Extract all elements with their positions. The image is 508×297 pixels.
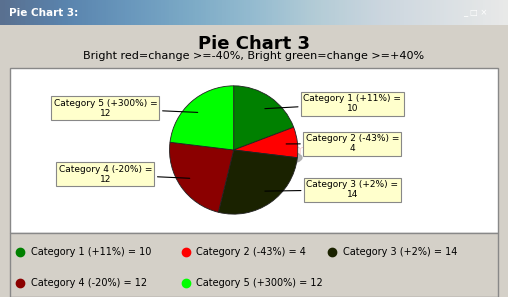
Text: Category 3 (+2%) = 14: Category 3 (+2%) = 14: [343, 247, 457, 257]
Text: Category 5 (+300%) = 12: Category 5 (+300%) = 12: [197, 278, 323, 288]
FancyBboxPatch shape: [10, 233, 498, 297]
Ellipse shape: [171, 146, 302, 170]
Text: Pie Chart 3: Pie Chart 3: [198, 35, 310, 53]
Wedge shape: [234, 86, 294, 150]
FancyBboxPatch shape: [10, 68, 498, 233]
Wedge shape: [170, 142, 234, 212]
Text: Category 3 (+2%) =
14: Category 3 (+2%) = 14: [265, 180, 398, 200]
Wedge shape: [234, 127, 298, 158]
Text: Category 2 (-43%) = 4: Category 2 (-43%) = 4: [197, 247, 306, 257]
Text: Pie Chart 3:: Pie Chart 3:: [9, 8, 78, 18]
Text: www.java2s.com: www.java2s.com: [202, 144, 306, 157]
Text: Category 4 (-20%) =
12: Category 4 (-20%) = 12: [59, 165, 189, 184]
Text: Category 5 (+300%) =
12: Category 5 (+300%) = 12: [53, 99, 198, 118]
Text: Category 4 (-20%) = 12: Category 4 (-20%) = 12: [30, 278, 147, 288]
Text: Category 1 (+11%) =
10: Category 1 (+11%) = 10: [265, 94, 401, 113]
Text: _ □ ×: _ □ ×: [463, 8, 488, 17]
Text: Bright red=change >=-40%, Bright green=change >=+40%: Bright red=change >=-40%, Bright green=c…: [83, 50, 425, 61]
Text: Category 1 (+11%) = 10: Category 1 (+11%) = 10: [30, 247, 151, 257]
Text: Category 2 (-43%) =
4: Category 2 (-43%) = 4: [286, 134, 399, 153]
Wedge shape: [170, 86, 234, 150]
Wedge shape: [218, 150, 297, 214]
